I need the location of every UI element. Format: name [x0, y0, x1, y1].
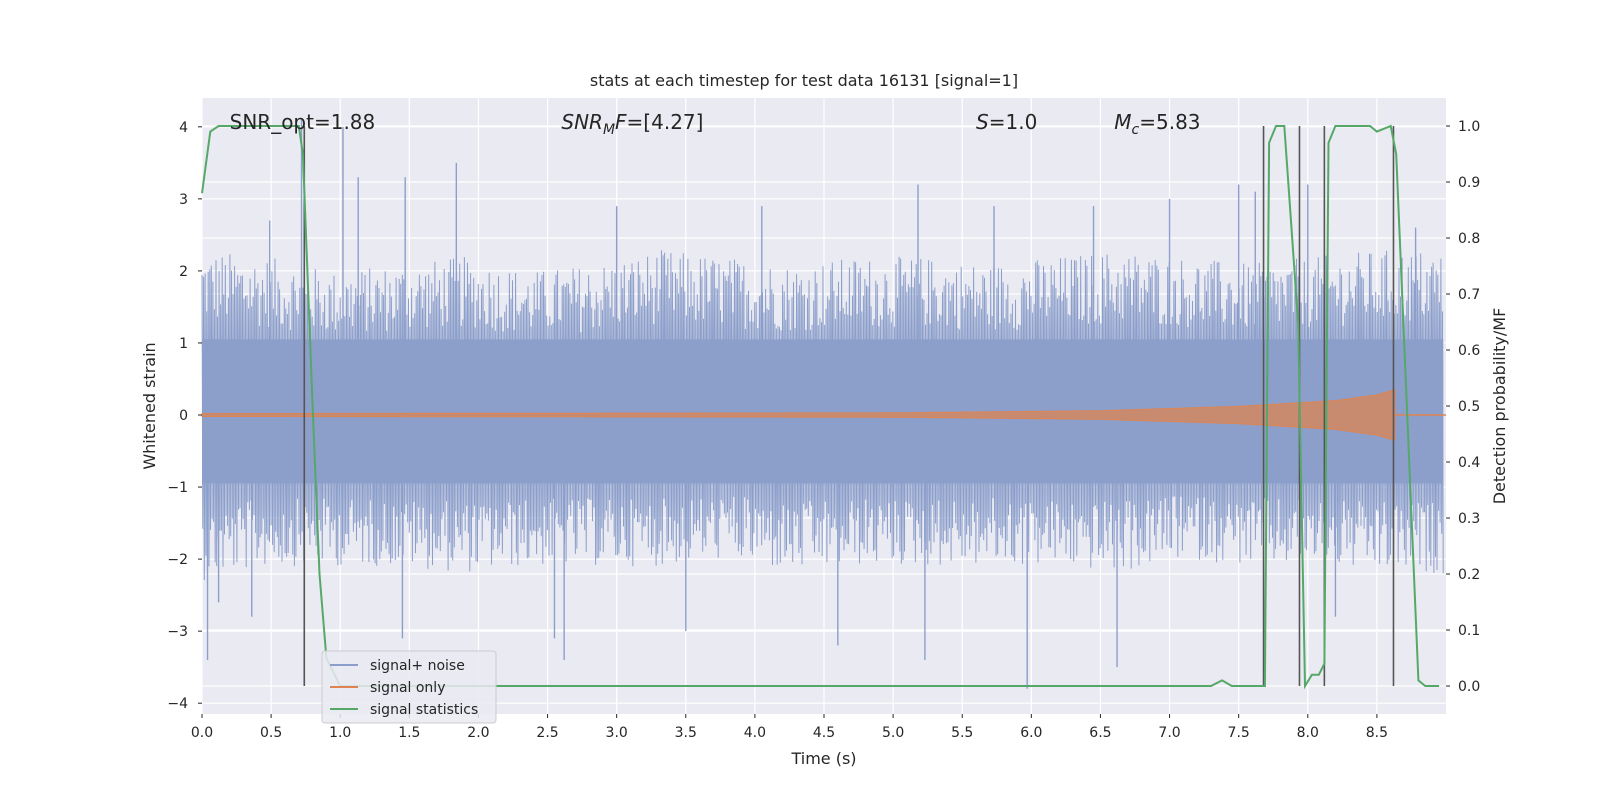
y-right-axis-label: Detection probability/MF — [1490, 308, 1509, 505]
x-tick-label: 2.5 — [536, 725, 558, 741]
y-right-tick-label: 0.9 — [1458, 175, 1480, 191]
chart-title: stats at each timestep for test data 161… — [590, 71, 1018, 90]
legend: signal+ noise signal only signal statistic… — [321, 650, 497, 724]
y-right-tick-label: 0.5 — [1458, 399, 1480, 415]
x-tick-label: 8.0 — [1297, 725, 1319, 741]
x-tick-label: 1.5 — [398, 725, 420, 741]
series-signal-only — [201, 389, 1446, 441]
y-axis-ticks: −4 −3 −2 −1 0 1 2 3 4 — [167, 120, 202, 712]
x-tick-label: 3.0 — [606, 725, 628, 741]
annotations: SNR_opt=1.88 SNRMF=[4.27] S=1.0 Mc=5.83 — [230, 110, 1201, 138]
annotation-text: SNR_opt=1.88 — [230, 110, 376, 134]
annotation-text: SNRMF=[4.27] — [561, 110, 703, 138]
x-tick-label: 2.0 — [467, 725, 489, 741]
x-tick-label: 7.5 — [1228, 725, 1250, 741]
x-tick-label: 4.0 — [744, 725, 766, 741]
y-right-axis-ticks: 0.0 0.1 0.2 0.3 0.4 0.5 0.6 0.7 0.8 0.9 1.0 — [1446, 119, 1480, 695]
legend-entry: signal statistics — [370, 702, 478, 718]
x-axis-ticks: 0.0 0.5 1.0 1.5 2.0 2.5 3.0 3.5 4.0 4.5 5.0 5.5 6.0 6… — [191, 714, 1388, 741]
y-tick-label: 4 — [179, 120, 188, 136]
y-right-tick-label: 1.0 — [1458, 119, 1480, 135]
x-tick-label: 0.0 — [191, 725, 213, 741]
y-tick-label: −3 — [167, 624, 188, 640]
statistics-line — [201, 124, 1440, 690]
series-signal-statistics — [201, 124, 1440, 690]
legend-box — [321, 650, 497, 724]
x-tick-label: 0.5 — [260, 725, 282, 741]
y-right-tick-label: 0.1 — [1458, 623, 1480, 639]
x-tick-label: 3.5 — [675, 725, 697, 741]
annotation-text: S=1.0 — [976, 110, 1037, 134]
x-tick-label: 7.0 — [1158, 725, 1180, 741]
y-tick-label: 3 — [179, 192, 188, 208]
y-right-tick-label: 0.4 — [1458, 455, 1480, 471]
y-right-tick-label: 0.7 — [1458, 287, 1480, 303]
y-right-tick-label: 0.3 — [1458, 511, 1480, 527]
x-tick-label: 5.5 — [951, 725, 973, 741]
y-tick-label: −2 — [167, 552, 188, 568]
x-axis-label: Time (s) — [790, 749, 856, 768]
y-right-tick-label: 0.8 — [1458, 231, 1480, 247]
y-tick-label: −1 — [167, 480, 188, 496]
y-axis-label: Whitened strain — [140, 342, 159, 469]
y-right-tick-label: 0.6 — [1458, 343, 1480, 359]
y-tick-label: 1 — [179, 336, 188, 352]
x-tick-label: 1.0 — [329, 725, 351, 741]
y-tick-label: 0 — [179, 408, 188, 424]
y-tick-label: 2 — [179, 264, 188, 280]
x-tick-label: 4.5 — [813, 725, 835, 741]
y-right-tick-label: 0.0 — [1458, 679, 1480, 695]
legend-entry: signal only — [370, 680, 445, 696]
annotation-text: Mc=5.83 — [1114, 110, 1200, 138]
y-tick-label: −4 — [167, 696, 188, 712]
x-tick-label: 6.5 — [1089, 725, 1111, 741]
x-tick-label: 6.0 — [1020, 725, 1042, 741]
x-tick-label: 5.0 — [882, 725, 904, 741]
x-tick-label: 8.5 — [1366, 725, 1388, 741]
legend-entry: signal+ noise — [370, 658, 465, 674]
signal-only-chirp — [201, 389, 1396, 441]
y-right-tick-label: 0.2 — [1458, 567, 1480, 583]
